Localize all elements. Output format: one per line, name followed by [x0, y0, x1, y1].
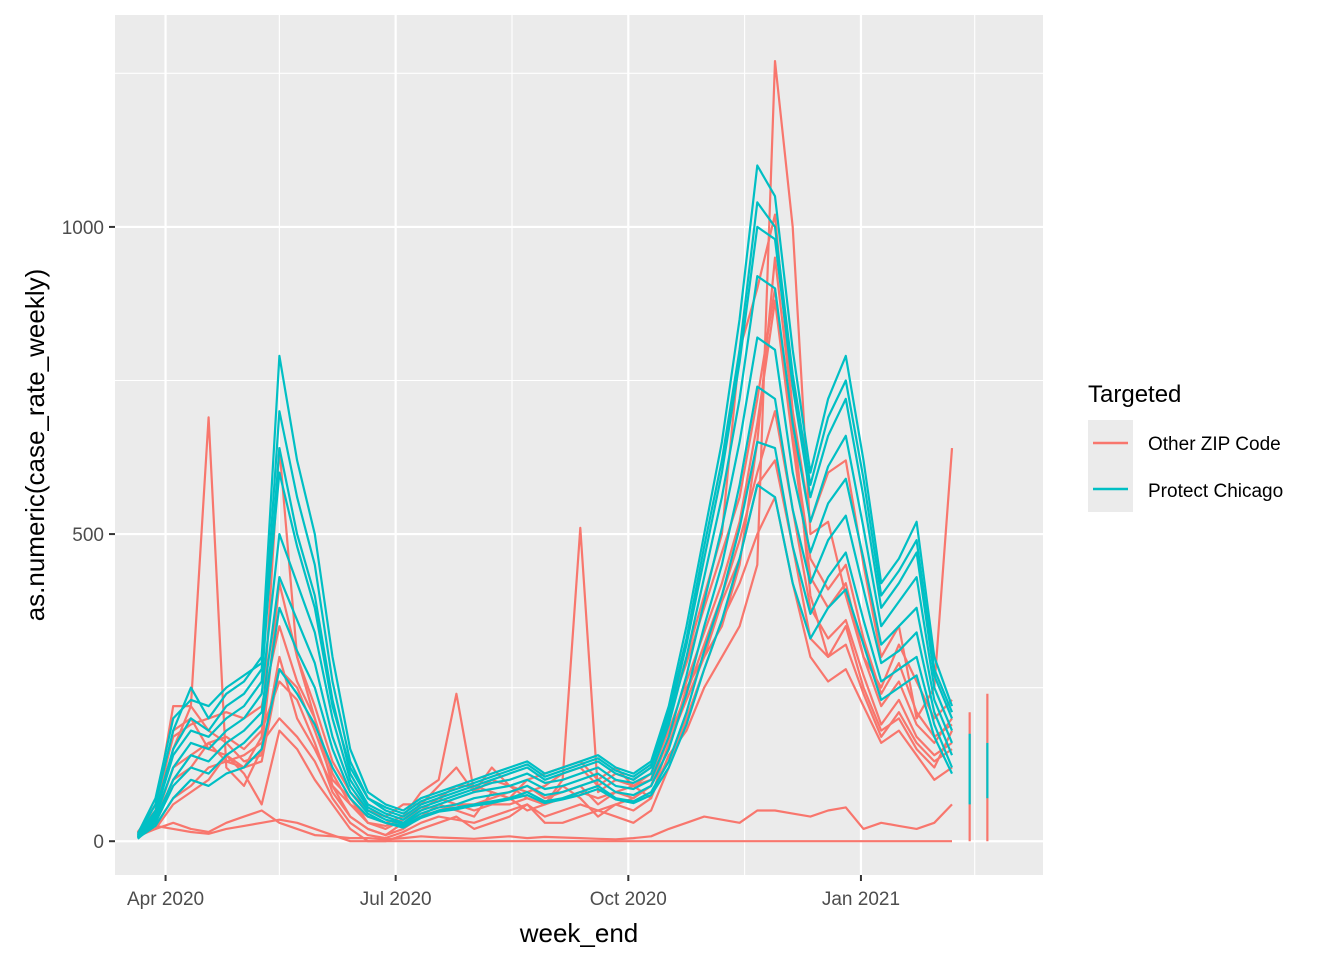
- y-tick-label: 1000: [62, 218, 104, 239]
- y-tick-label: 0: [93, 832, 104, 853]
- series-line-protect-chicago: [136, 201, 954, 835]
- series-line-protect-chicago: [137, 483, 953, 840]
- legend-title: Targeted: [1088, 381, 1181, 408]
- x-tick-label: Jul 2020: [360, 889, 432, 910]
- x-tick-label: Oct 2020: [590, 889, 667, 910]
- legend-label-protect-chicago: Protect Chicago: [1148, 481, 1283, 502]
- y-axis-title: as.numeric(case_rate_weekly): [20, 269, 50, 622]
- series-line-other-zip-code: [137, 459, 953, 840]
- series-line-protect-chicago: [136, 225, 954, 837]
- series-line-protect-chicago: [137, 440, 954, 840]
- series-line-protect-chicago: [136, 164, 954, 836]
- y-tick-label: 500: [72, 525, 104, 546]
- series-lines: [136, 59, 989, 843]
- x-tick-label: Jan 2021: [822, 889, 900, 910]
- plot-panel: [115, 15, 1043, 875]
- x-tick-label: Apr 2020: [127, 889, 204, 910]
- series-line-protect-chicago: [137, 385, 954, 839]
- series-line-protect-chicago: [136, 336, 954, 839]
- series-line-other-zip-code: [137, 818, 952, 843]
- legend: Targeted Other ZIP Code Protect Chicago: [1088, 381, 1283, 512]
- series-line-other-zip-code: [137, 803, 953, 841]
- minor-gridlines: [115, 15, 1043, 875]
- series-line-other-zip-code: [137, 496, 953, 843]
- legend-label-other-zip-code: Other ZIP Code: [1148, 434, 1281, 455]
- y-axis: 0 500 1000: [62, 218, 115, 853]
- x-axis: Apr 2020 Jul 2020 Oct 2020 Jan 2021: [127, 875, 900, 910]
- x-axis-title: week_end: [519, 918, 639, 948]
